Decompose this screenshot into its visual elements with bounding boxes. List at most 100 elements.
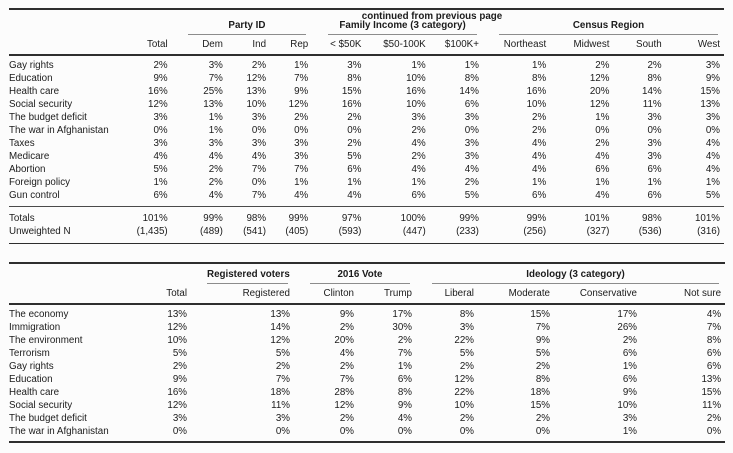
cell-value: 1% — [464, 60, 479, 71]
summary-row: Unweighted N (1,435) (489) (541) (405) (593)(… — [9, 225, 724, 244]
cell-value: 4% — [705, 164, 720, 175]
cell-value: 12% — [246, 73, 267, 84]
table-row: Foreign policy 1% 2% 0% 1% 1% 1% 2% 1% 1% 1% 1% — [9, 176, 724, 189]
cell-value: 3% — [347, 60, 362, 71]
cell-value: 8% — [347, 73, 362, 84]
row-label: The environment — [9, 335, 83, 346]
cell-value: 10% — [406, 73, 426, 84]
cell-value: 2% — [251, 60, 267, 71]
column-header: West — [665, 35, 724, 56]
cell-value: 2% — [275, 361, 290, 372]
column-header: Not sure — [641, 284, 726, 305]
cell-value: 2% — [294, 112, 309, 123]
cell-value: 3% — [294, 138, 309, 149]
cell-value: 2% — [153, 60, 168, 71]
cell-value: (541) — [226, 225, 271, 244]
column-header-row: Total Registered Clinton Trump Liberal Modera… — [9, 284, 726, 305]
column-group-row: Party ID Family Income (3 category) Census… — [9, 9, 724, 35]
column-header: < $50K — [312, 35, 366, 56]
cell-value: 25% — [203, 86, 223, 97]
cell-value: 5% — [275, 348, 290, 359]
cell-value: 8% — [706, 335, 722, 346]
column-group-header: Ideology (3 category) — [416, 263, 725, 284]
cell-value: 4% — [550, 189, 614, 207]
row-label: Abortion — [9, 164, 46, 175]
table-row: Education 9% 7% 12% 7% 8% 10% 8% 8% 12% 8% 9% — [9, 72, 724, 85]
cell-value: 18% — [530, 387, 550, 398]
cell-value: 16% — [526, 86, 547, 97]
cell-value: 4% — [532, 164, 547, 175]
cell-value: 7% — [251, 164, 267, 175]
cell-value: 15% — [341, 86, 362, 97]
column-group-label: 2016 Vote — [310, 268, 410, 284]
issues-by-party-income-region-table: Party ID Family Income (3 category) Census… — [9, 8, 724, 244]
column-group-header: Party ID — [172, 9, 313, 35]
cell-value: 15% — [530, 309, 550, 320]
cell-value: 7% — [275, 374, 290, 385]
cell-value: 9% — [705, 73, 720, 84]
table-row: The budget deficit 3% 3% 2% 4% 2% 2% 3% 2% — [9, 412, 725, 425]
row-label: Education — [9, 374, 53, 385]
cell-value: 99% — [526, 213, 547, 224]
cell-value: 22% — [454, 387, 474, 398]
cell-value: 6% — [595, 164, 610, 175]
column-group-row: Registered voters 2016 Vote Ideology (3 ca… — [9, 263, 725, 284]
cell-value: 0% — [153, 125, 168, 136]
cell-value: (405) — [270, 225, 313, 244]
cell-value: 6% — [622, 348, 637, 359]
row-label: Totals — [9, 213, 35, 224]
cell-value: 4% — [270, 189, 313, 207]
row-label: Health care — [9, 387, 60, 398]
cell-value: 4% — [208, 151, 223, 162]
cell-value: 10% — [167, 335, 187, 346]
cell-value: 4% — [171, 189, 227, 207]
cell-value: 3% — [251, 138, 267, 149]
row-label: The budget deficit — [9, 112, 87, 123]
cell-value: 12% — [589, 73, 610, 84]
cell-value: 1% — [554, 425, 641, 443]
table-row: Social security 12% 13% 10% 12% 16% 10% 6% 10% 12… — [9, 98, 724, 111]
table-row: Education 9% 7% 7% 6% 12% 8% 6% 13% — [9, 373, 725, 386]
row-label: Gun control — [9, 189, 132, 207]
cell-value: 2% — [339, 413, 354, 424]
column-header: Conservative — [554, 284, 641, 305]
cell-value: 97% — [341, 213, 362, 224]
cell-value: 98% — [642, 213, 662, 224]
table-row: Gay rights 2% 3% 2% 1% 3% 1% 1% 1% 2% 2% 3% — [9, 55, 724, 72]
cell-value: 1% — [347, 177, 362, 188]
cell-value: 1% — [153, 177, 168, 188]
cell-value: 8% — [464, 73, 479, 84]
cell-value: (447) — [365, 225, 430, 244]
cell-value: 0% — [464, 125, 479, 136]
cell-value: 9% — [294, 86, 309, 97]
table-row: Social security 12% 11% 12% 9% 10% 15% 10% 11% — [9, 399, 725, 412]
cell-value: 6% — [365, 189, 430, 207]
table-row: The economy 13% 13% 9% 17% 8% 15% 17% 4% — [9, 304, 725, 321]
cell-value: 26% — [617, 322, 637, 333]
cell-value: 101% — [694, 213, 720, 224]
cell-value: 11% — [702, 400, 722, 411]
cell-value: 4% — [153, 151, 168, 162]
cell-value: 6% — [647, 164, 662, 175]
cell-value: 10% — [246, 99, 267, 110]
row-label: Medicare — [9, 151, 50, 162]
row-label: Health care — [9, 86, 60, 97]
cell-value: 3% — [464, 112, 479, 123]
cell-value: 1% — [647, 177, 662, 188]
cell-value: 9% — [153, 73, 168, 84]
cell-value: 2% — [464, 177, 479, 188]
cell-value: 2% — [347, 138, 362, 149]
cell-value: 5% — [153, 164, 168, 175]
cell-value: 3% — [464, 151, 479, 162]
cell-value: 101% — [142, 213, 168, 224]
table-footer: Totals 101% 99% 98% 99% 97% 100% 99% 99% 101% 98% 1… — [9, 207, 724, 244]
cell-value: 20% — [334, 335, 354, 346]
cell-value: 3% — [153, 112, 168, 123]
row-label: Terrorism — [9, 348, 50, 359]
cell-value: 3% — [647, 151, 662, 162]
cell-value: 16% — [406, 86, 426, 97]
cell-value: 2% — [208, 177, 223, 188]
cell-value: 0% — [191, 425, 294, 443]
column-group-label: Census Region — [498, 19, 718, 35]
column-header: Northeast — [482, 35, 551, 56]
